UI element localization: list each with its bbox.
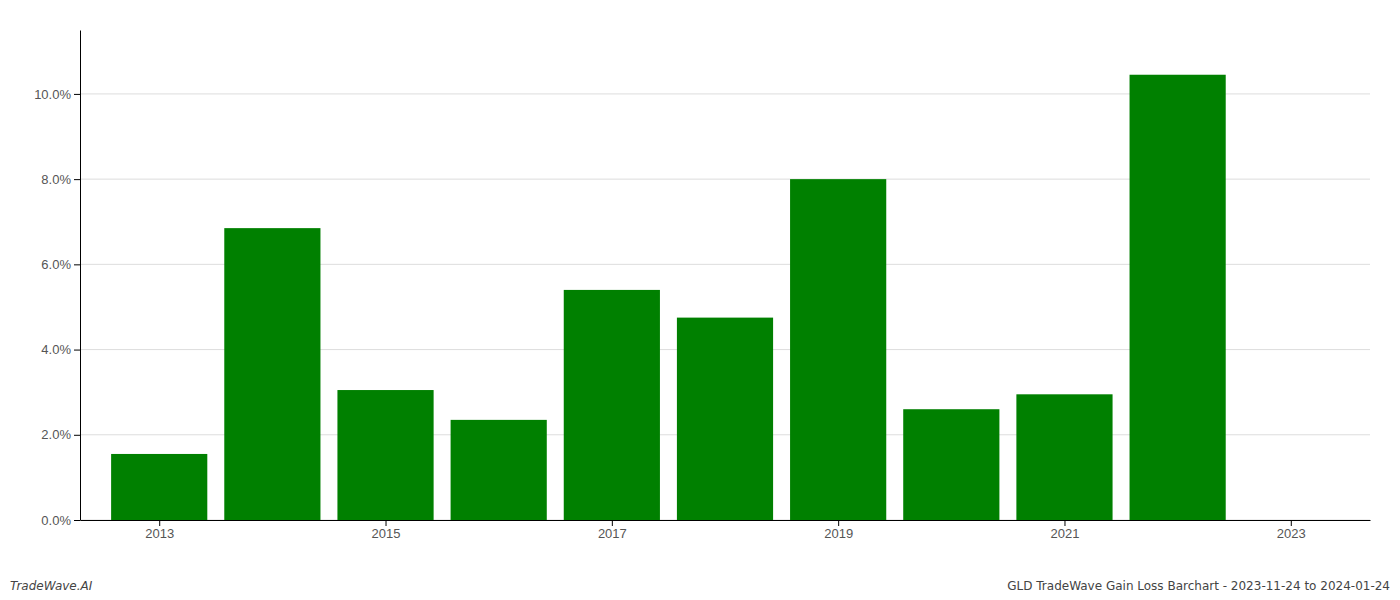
- y-tick-mark: [74, 94, 80, 95]
- y-axis: 0.0% 2.0% 4.0% 6.0% 8.0% 10.0%: [34, 31, 80, 528]
- x-tick-mark: [838, 520, 839, 526]
- x-tick: 2013: [145, 520, 174, 541]
- x-tick-mark: [1064, 520, 1065, 526]
- x-tick: 2019: [824, 520, 853, 541]
- bar: [224, 228, 320, 520]
- y-tick: 8.0%: [41, 172, 80, 187]
- x-axis: 2013 2015 2017 2019 2021 2023: [81, 520, 1371, 541]
- chart: 2013 2015 2017 2019 2021 2023 0.0% 2.0% 4.0% 6.0%…: [0, 0, 1400, 600]
- x-tick: 2023: [1277, 520, 1306, 541]
- x-tick: 2015: [372, 520, 401, 541]
- x-tick: 2021: [1051, 520, 1080, 541]
- bar: [1016, 394, 1112, 520]
- footer-left: TradeWave.AI: [10, 579, 93, 593]
- x-tick-mark: [386, 520, 387, 526]
- x-tick-label: 2015: [372, 526, 401, 541]
- y-tick-mark: [74, 350, 80, 351]
- x-tick: 2017: [598, 520, 627, 541]
- y-tick-label: 10.0%: [34, 87, 71, 102]
- y-tick-label: 8.0%: [41, 172, 71, 187]
- y-tick-label: 2.0%: [41, 427, 71, 442]
- y-tick: 6.0%: [41, 257, 80, 272]
- y-tick-mark: [74, 520, 80, 521]
- bar: [111, 454, 207, 520]
- x-tick-label: 2021: [1051, 526, 1080, 541]
- y-tick-mark: [74, 435, 80, 436]
- y-tick-mark: [74, 179, 80, 180]
- x-tick-label: 2017: [598, 526, 627, 541]
- x-axis-line: [81, 520, 1371, 521]
- bar: [1130, 75, 1226, 520]
- x-tick-mark: [1291, 520, 1292, 526]
- bar: [337, 390, 433, 520]
- bar: [451, 420, 547, 520]
- bar: [564, 290, 660, 520]
- y-tick-mark: [74, 264, 80, 265]
- bar: [903, 409, 999, 520]
- y-tick: 0.0%: [41, 513, 80, 528]
- footer-right: GLD TradeWave Gain Loss Barchart - 2023-…: [1007, 579, 1390, 593]
- y-axis-line: [80, 31, 81, 521]
- y-tick-label: 6.0%: [41, 257, 71, 272]
- bar: [677, 318, 773, 520]
- y-tick-label: 4.0%: [41, 342, 71, 357]
- x-tick-label: 2023: [1277, 526, 1306, 541]
- y-tick: 2.0%: [41, 427, 80, 442]
- y-tick: 4.0%: [41, 342, 80, 357]
- x-tick-label: 2013: [145, 526, 174, 541]
- y-tick-label: 0.0%: [41, 513, 71, 528]
- y-tick: 10.0%: [34, 87, 80, 102]
- x-tick-label: 2019: [824, 526, 853, 541]
- bars: [111, 75, 1226, 520]
- x-tick-mark: [612, 520, 613, 526]
- bar: [790, 179, 886, 520]
- x-tick-mark: [159, 520, 160, 526]
